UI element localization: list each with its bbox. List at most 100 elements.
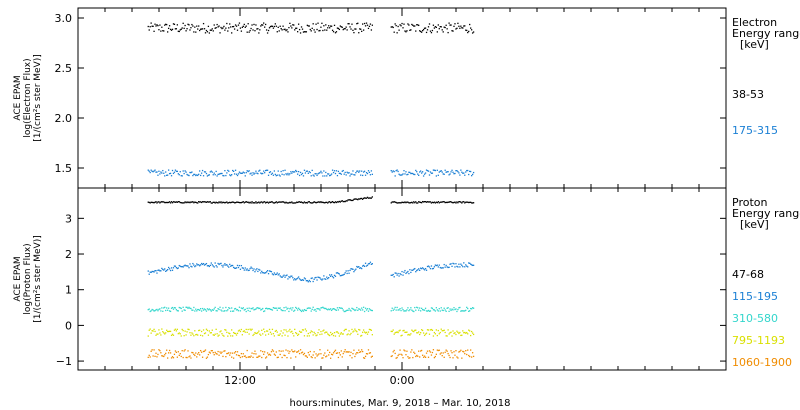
data-point bbox=[229, 307, 231, 310]
data-point bbox=[281, 29, 283, 31]
data-point bbox=[357, 309, 359, 312]
data-point bbox=[328, 25, 330, 27]
data-point bbox=[415, 355, 417, 358]
data-point bbox=[277, 26, 279, 29]
data-point bbox=[327, 277, 329, 280]
data-point bbox=[447, 329, 449, 331]
data-point bbox=[430, 354, 433, 356]
data-point bbox=[176, 310, 179, 312]
data-point bbox=[470, 29, 473, 31]
data-point bbox=[458, 307, 460, 309]
data-point bbox=[197, 334, 199, 336]
data-point bbox=[264, 172, 266, 174]
proton-series-795-1193 bbox=[147, 328, 475, 337]
data-point bbox=[202, 262, 205, 265]
data-point bbox=[435, 307, 437, 309]
data-point bbox=[189, 171, 191, 174]
data-point bbox=[249, 356, 251, 358]
data-point bbox=[403, 170, 405, 172]
data-point bbox=[339, 307, 341, 309]
data-point bbox=[423, 309, 426, 311]
data-point bbox=[163, 30, 165, 32]
data-point bbox=[425, 352, 428, 354]
data-point bbox=[248, 170, 250, 172]
data-point bbox=[422, 201, 425, 203]
data-point bbox=[250, 202, 252, 204]
data-point bbox=[414, 329, 416, 332]
data-point bbox=[280, 309, 282, 311]
data-point bbox=[264, 307, 267, 310]
data-point bbox=[329, 202, 332, 204]
data-point bbox=[394, 175, 396, 177]
data-point bbox=[359, 329, 361, 331]
data-point bbox=[447, 352, 449, 355]
data-point bbox=[147, 270, 149, 272]
data-point bbox=[169, 172, 172, 175]
data-point bbox=[191, 23, 193, 26]
data-point bbox=[286, 274, 288, 276]
data-point bbox=[468, 329, 470, 331]
data-point bbox=[457, 22, 459, 24]
data-point bbox=[392, 26, 394, 29]
data-point bbox=[431, 351, 434, 354]
data-point bbox=[393, 170, 395, 173]
data-point bbox=[330, 333, 333, 336]
data-point bbox=[294, 309, 296, 311]
data-point bbox=[405, 310, 407, 312]
data-point bbox=[181, 310, 183, 312]
data-point bbox=[148, 308, 150, 310]
data-point bbox=[450, 201, 452, 203]
data-point bbox=[279, 307, 281, 309]
legend-entry: 310-580 bbox=[732, 312, 778, 325]
data-point bbox=[189, 307, 191, 309]
data-point bbox=[471, 173, 474, 176]
data-point bbox=[231, 201, 233, 203]
data-point bbox=[328, 334, 330, 336]
data-point bbox=[279, 201, 281, 203]
data-point bbox=[249, 267, 251, 270]
data-point bbox=[247, 23, 249, 25]
data-point bbox=[453, 201, 455, 204]
data-point bbox=[167, 27, 170, 29]
data-point bbox=[459, 174, 461, 176]
data-point bbox=[322, 357, 324, 359]
data-point bbox=[424, 307, 427, 309]
data-point bbox=[215, 27, 217, 29]
data-point bbox=[315, 353, 317, 355]
data-point bbox=[416, 171, 418, 173]
data-point bbox=[462, 330, 464, 332]
data-point bbox=[432, 309, 435, 311]
data-point bbox=[441, 355, 443, 357]
data-point bbox=[154, 169, 156, 171]
data-point bbox=[443, 329, 445, 331]
data-point bbox=[311, 308, 313, 310]
data-point bbox=[362, 197, 365, 200]
data-point bbox=[217, 262, 219, 265]
data-point bbox=[214, 262, 216, 264]
data-point bbox=[224, 29, 226, 31]
data-point bbox=[199, 309, 201, 311]
data-point bbox=[371, 355, 373, 357]
data-point bbox=[250, 27, 252, 30]
data-point bbox=[370, 356, 373, 358]
data-point bbox=[191, 171, 193, 173]
data-point bbox=[404, 269, 406, 272]
data-point bbox=[342, 28, 344, 31]
data-point bbox=[429, 329, 432, 331]
data-point bbox=[264, 357, 267, 359]
data-point bbox=[458, 201, 460, 203]
data-point bbox=[471, 264, 474, 267]
data-point bbox=[246, 268, 248, 270]
data-point bbox=[408, 333, 410, 336]
data-point bbox=[361, 331, 364, 333]
y-tick-label: −1 bbox=[56, 355, 72, 368]
data-point bbox=[195, 31, 197, 33]
data-point bbox=[277, 356, 279, 358]
data-point bbox=[461, 202, 463, 204]
data-point bbox=[229, 23, 231, 25]
data-point bbox=[436, 169, 438, 171]
data-point bbox=[266, 330, 269, 332]
data-point bbox=[321, 22, 323, 24]
data-point bbox=[215, 352, 217, 355]
data-point bbox=[312, 354, 314, 356]
